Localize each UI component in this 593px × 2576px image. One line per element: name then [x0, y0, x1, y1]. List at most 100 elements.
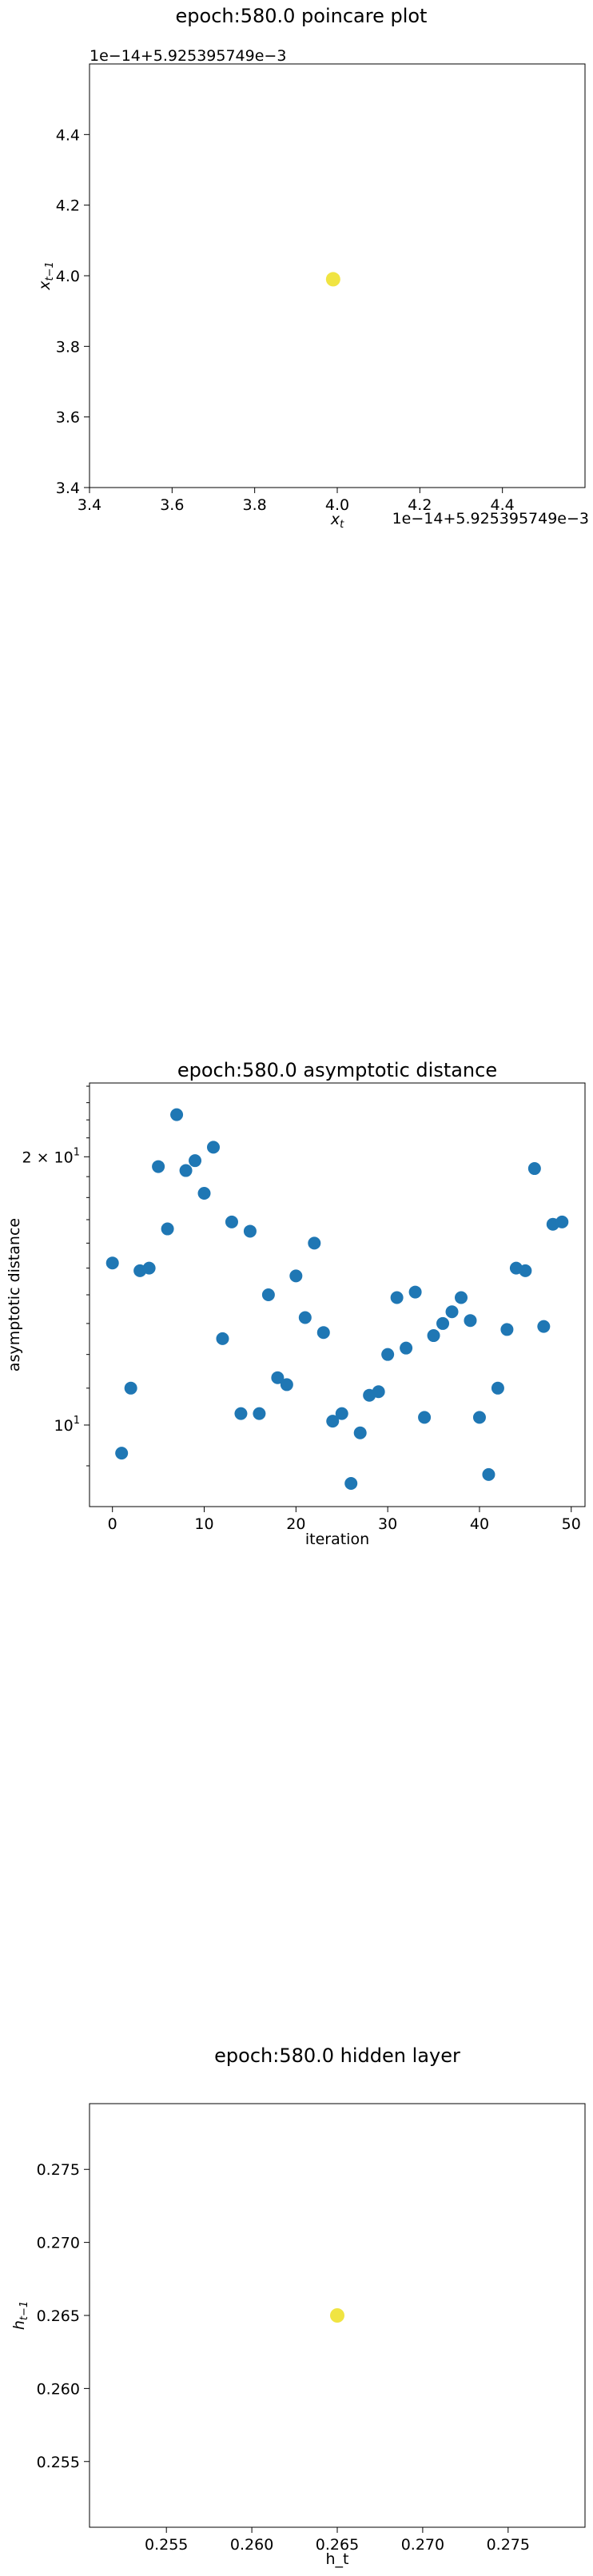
x-tick-label: 10	[194, 1515, 213, 1533]
y-tick-label: 4.4	[56, 126, 80, 144]
scatter-point	[372, 1385, 385, 1399]
scatter-point	[353, 1426, 367, 1439]
asymptotic-x-label: iteration	[305, 1531, 369, 1548]
x-tick-label: 0	[108, 1515, 117, 1533]
asymptotic-y-ticks: 2 × 101 101	[22, 1085, 90, 1467]
x-tick-label: 30	[378, 1515, 397, 1533]
x-tick-label: 0.255	[145, 2536, 188, 2554]
asymptotic-x-ticks: 0 10 20 30 40 50	[108, 1507, 581, 1533]
scatter-point	[207, 1141, 220, 1154]
x-tick-label: 20	[286, 1515, 305, 1533]
y-tick-exponent: 1	[74, 1146, 80, 1158]
y-tick-label: 0.275	[37, 2161, 80, 2179]
y-tick-label: 101	[54, 1415, 80, 1435]
scatter-point	[298, 1311, 312, 1324]
hidden-layer-title: epoch:580.0 hidden layer	[214, 2044, 460, 2067]
scatter-point	[400, 1341, 413, 1355]
scatter-point	[161, 1222, 174, 1236]
hidden-layer-points	[330, 2308, 344, 2323]
x-tick-label: 3.6	[160, 496, 184, 514]
poincare-points	[325, 272, 340, 287]
scatter-point	[527, 1162, 541, 1176]
x-tick-label: 3.8	[243, 496, 267, 514]
hidden-layer-y-ticks: 0.255 0.260 0.265 0.270 0.275	[37, 2161, 90, 2471]
scatter-point	[436, 1316, 450, 1330]
scatter-point	[152, 1160, 165, 1173]
scatter-point	[464, 1314, 477, 1328]
scatter-point	[115, 1447, 129, 1460]
x-tick-label: 0.260	[230, 2536, 273, 2554]
scatter-point	[216, 1332, 229, 1345]
poincare-y-offset-label: 1e−14+5.925395749e−3	[90, 47, 286, 65]
scatter-point	[225, 1215, 238, 1228]
scatter-point	[124, 1381, 137, 1395]
y-tick-label: 0.260	[37, 2380, 80, 2398]
scatter-point	[170, 1108, 184, 1121]
x-tick-label: 4.2	[408, 496, 432, 514]
y-tick-label: 3.4	[56, 480, 80, 497]
scatter-point	[418, 1411, 432, 1424]
x-tick-label: 40	[470, 1515, 489, 1533]
y-tick-exponent: 1	[74, 1415, 80, 1427]
scatter-point	[289, 1269, 303, 1283]
poincare-y-label: xt−1	[36, 261, 56, 291]
scatter-point	[197, 1186, 211, 1200]
scatter-point	[261, 1288, 275, 1302]
scatter-point	[271, 1371, 285, 1384]
scatter-point	[381, 1348, 395, 1361]
scatter-point	[390, 1291, 404, 1304]
scatter-point	[344, 1476, 358, 1490]
scatter-point	[330, 2308, 344, 2323]
scatter-point	[445, 1305, 459, 1319]
scatter-point	[234, 1407, 248, 1420]
poincare-x-ticks: 3.4 3.6 3.8 4.0 4.2 4.4	[78, 488, 515, 514]
scatter-point	[105, 1256, 119, 1270]
scatter-point	[408, 1285, 422, 1299]
scatter-point	[325, 272, 340, 287]
scatter-point	[253, 1407, 266, 1420]
asymptotic-axes-frame	[89, 1082, 586, 1507]
scatter-point	[519, 1264, 532, 1277]
scatter-point	[308, 1236, 321, 1250]
scatter-point	[326, 1415, 340, 1428]
hidden-layer-x-ticks: 0.255 0.260 0.265 0.270 0.275	[145, 2527, 530, 2554]
y-tick-label: 3.8	[56, 338, 80, 356]
scatter-point	[455, 1291, 468, 1304]
y-tick-label: 4.2	[56, 197, 80, 215]
scatter-point	[335, 1407, 348, 1420]
x-tick-label: 0.270	[401, 2536, 444, 2554]
scatter-point	[482, 1467, 495, 1481]
scatter-point	[427, 1329, 440, 1343]
hidden-layer-y-label: ht−1	[10, 2301, 30, 2330]
scatter-point	[142, 1261, 156, 1275]
y-tick-label: 0.270	[37, 2235, 80, 2252]
hidden-layer-chart: epoch:580.0 hidden layer 0.255 0.260 0.265…	[10, 2044, 586, 2568]
y-tick-label: 2 × 101	[22, 1146, 80, 1166]
asymptotic-y-label: asymptotic distance	[6, 1218, 23, 1372]
x-tick-label: 4.4	[491, 496, 515, 514]
scatter-point	[280, 1378, 293, 1392]
x-tick-label: 3.4	[78, 496, 101, 514]
scatter-point	[491, 1381, 504, 1395]
poincare-y-ticks: 3.4 3.6 3.8 4.0 4.2 4.4	[56, 126, 90, 497]
scatter-point	[243, 1224, 257, 1238]
hidden-layer-x-label: h_t	[326, 2550, 349, 2568]
x-tick-label: 50	[562, 1515, 581, 1533]
x-tick-label: 0.265	[316, 2536, 359, 2554]
scatter-point	[189, 1154, 202, 1168]
y-tick-label: 0.255	[37, 2454, 80, 2471]
x-tick-label: 0.275	[487, 2536, 530, 2554]
y-tick-label: 4.0	[56, 268, 80, 285]
y-tick-label: 3.6	[56, 409, 80, 427]
poincare-title: epoch:580.0 poincare plot	[176, 5, 428, 27]
poincare-chart: epoch:580.0 poincare plot 1e−14+5.925395…	[36, 5, 589, 531]
scatter-point	[500, 1323, 514, 1336]
poincare-x-offset-label: 1e−14+5.925395749e−3	[392, 510, 589, 528]
scatter-point	[179, 1164, 193, 1177]
asymptotic-points	[105, 1108, 569, 1490]
asymptotic-chart: epoch:580.0 asymptotic distance 0 10 20 30 4…	[6, 1059, 586, 1548]
scatter-point	[472, 1411, 486, 1424]
scatter-point	[555, 1215, 569, 1228]
y-tick-label: 0.265	[37, 2307, 80, 2325]
